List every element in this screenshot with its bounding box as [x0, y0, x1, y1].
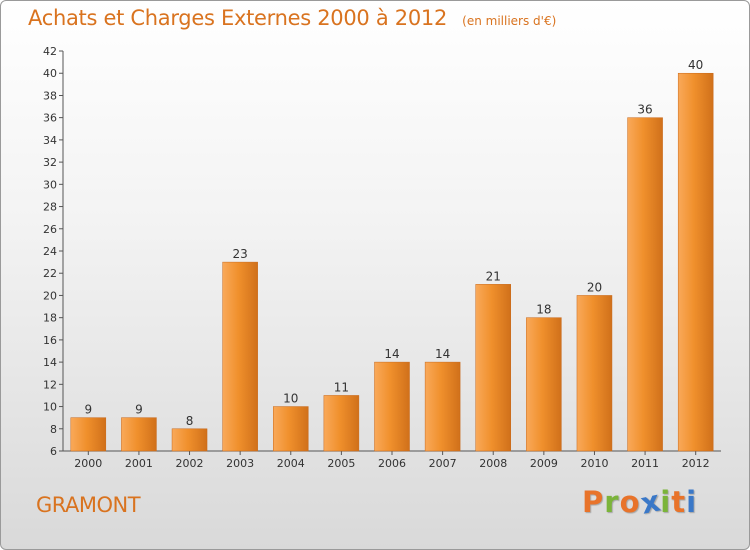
y-tick-label: 12 — [43, 378, 57, 391]
y-tick-label: 26 — [43, 223, 57, 236]
chart-title: Achats et Charges Externes 2000 à 2012 — [28, 6, 448, 30]
data-label-2000: 9 — [84, 403, 92, 417]
y-tick-label: 8 — [50, 423, 57, 436]
bars — [70, 72, 714, 452]
data-label-2007: 14 — [435, 347, 450, 361]
data-label-2001: 9 — [135, 403, 143, 417]
data-labels: 9 9 8 23 10 11 14 14 21 18 20 36 40 — [84, 58, 703, 428]
y-tick-label: 38 — [43, 89, 57, 102]
y-tick-label: 32 — [43, 156, 57, 169]
x-tick-label: 2005 — [327, 457, 355, 470]
y-tick-label: 16 — [43, 334, 57, 347]
y-tick-label: 24 — [43, 245, 57, 258]
bar-2003 — [222, 261, 258, 452]
x-tick-label: 2011 — [631, 457, 659, 470]
bar-2011 — [627, 117, 663, 452]
x-axis: 2000 2001 2002 2003 2004 2005 2006 2007 2008 2009… — [63, 450, 721, 470]
y-tick-label: 30 — [43, 178, 57, 191]
y-tick-label: 34 — [43, 134, 57, 147]
y-tick-label: 40 — [43, 67, 57, 80]
data-label-2008: 21 — [486, 269, 501, 283]
data-label-2012: 40 — [688, 58, 703, 72]
bar-2009 — [526, 317, 562, 452]
data-label-2004: 10 — [283, 392, 298, 406]
x-tick-label: 2008 — [479, 457, 507, 470]
y-axis: 6 8 10 12 14 16 18 20 22 24 26 28 30 32 34 36 38 40 42 — [43, 45, 64, 458]
x-tick-label: 2006 — [378, 457, 406, 470]
bar-2001 — [121, 417, 157, 452]
x-tick-label: 2012 — [682, 457, 710, 470]
x-tick-label: 2000 — [74, 457, 102, 470]
bar-2012 — [677, 72, 714, 452]
data-label-2005: 11 — [334, 380, 349, 394]
x-tick-label: 2004 — [277, 457, 305, 470]
y-tick-label: 14 — [43, 356, 57, 369]
data-label-2003: 23 — [233, 247, 248, 261]
data-label-2002: 8 — [186, 414, 194, 428]
x-tick-label: 2002 — [176, 457, 204, 470]
data-label-2010: 20 — [587, 280, 602, 294]
title-row: Achats et Charges Externes 2000 à 2012 (… — [28, 6, 556, 30]
y-tick-label: 22 — [43, 267, 57, 280]
bar-2000 — [70, 417, 107, 452]
data-label-2009: 18 — [536, 303, 551, 317]
x-tick-label: 2003 — [226, 457, 254, 470]
data-label-2006: 14 — [384, 347, 399, 361]
data-label-2011: 36 — [637, 103, 652, 117]
x-tick-label: 2007 — [429, 457, 457, 470]
x-tick-label: 2010 — [580, 457, 608, 470]
y-tick-label: 42 — [43, 45, 57, 58]
bar-2002 — [171, 428, 208, 452]
y-tick-label: 18 — [43, 312, 57, 325]
x-tick-label: 2009 — [530, 457, 558, 470]
bar-2010 — [576, 295, 613, 452]
commune-name: GRAMONT — [36, 493, 141, 517]
bar-2006 — [374, 361, 410, 452]
y-tick-label: 20 — [43, 289, 57, 302]
y-tick-label: 28 — [43, 201, 57, 214]
y-tick-label: 36 — [43, 112, 57, 125]
chart-subtitle: (en milliers d'€) — [462, 14, 557, 28]
bar-2004 — [273, 406, 309, 452]
bar-2008 — [475, 284, 511, 452]
y-tick-label: 6 — [50, 445, 57, 458]
x-tick-label: 2001 — [125, 457, 153, 470]
y-tick-label: 10 — [43, 401, 57, 414]
brand-logo: Proxiti — [582, 483, 698, 521]
bar-2007 — [424, 361, 461, 452]
bar-2005 — [323, 395, 360, 452]
